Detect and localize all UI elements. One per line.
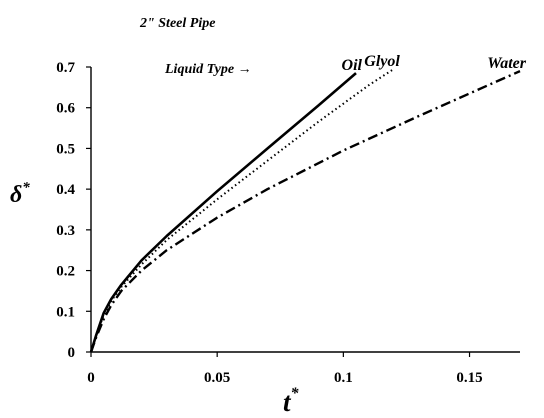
y-tick-label: 0.7 [56,60,75,76]
y-axis-label-text: δ [10,182,22,208]
chart-title: 2" Steel Pipe [139,16,215,31]
y-ticks: 0 0.1 0.2 0.3 0.4 0.5 0.6 0.7 [56,60,91,361]
y-tick-label: 0.2 [56,264,75,280]
y-axis-label-sup: * [22,180,30,196]
x-tick-label: 0 [87,370,95,386]
series-line-glyol [90,68,395,353]
x-tick-label: 0.05 [204,370,230,386]
series-line-water [89,70,521,353]
arrow-right-icon: → [238,62,252,77]
y-tick-label: 0.6 [56,101,75,117]
x-tick-label: 0.1 [334,370,353,386]
series-labels: Oil Glyol Water [342,53,527,74]
y-tick-label: 0.1 [56,304,75,320]
series-label-water: Water [487,55,527,72]
x-tick-label: 0.15 [456,370,482,386]
y-tick-label: 0.5 [56,141,75,157]
annotation-text: Liquid Type [164,62,234,77]
x-axis-label-text: t [283,387,292,417]
y-tick-label: 0 [68,345,76,361]
series-lines [89,68,521,353]
series-label-glyol: Glyol [364,53,400,70]
series-line-oil [89,72,357,353]
y-axis-label: δ* [10,180,30,208]
x-axis-label: t* [283,385,300,417]
series-label-oil: Oil [342,57,363,74]
x-axis-label-sup: * [291,385,300,402]
liquid-type-annotation: Liquid Type → [164,62,252,77]
plot-area: 0 0.05 0.1 0.15 0 0.1 0.2 0.3 0.4 0.5 0.6 0.7 Oil G… [56,53,527,386]
x-ticks: 0 0.05 0.1 0.15 [87,352,483,386]
y-tick-label: 0.3 [56,223,75,239]
y-tick-label: 0.4 [56,182,75,198]
